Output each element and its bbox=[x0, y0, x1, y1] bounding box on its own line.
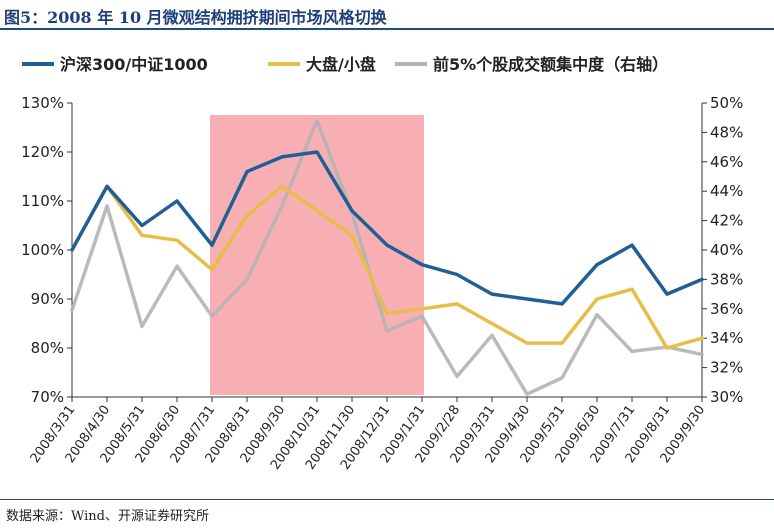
y-right-tick-label: 42% bbox=[710, 212, 743, 230]
y-left-tick-label: 110% bbox=[21, 192, 64, 210]
legend: 沪深300/中证1000 大盘/小盘 前5%个股成交额集中度（右轴） bbox=[22, 55, 668, 74]
y-right-tick-label: 48% bbox=[710, 123, 743, 141]
y-right-tick-label: 32% bbox=[710, 359, 743, 377]
y-left-tick-label: 90% bbox=[31, 290, 64, 308]
chart-title: 图5：2008 年 10 月微观结构拥挤期间市场风格切换 bbox=[4, 8, 387, 27]
y-left-tick-label: 130% bbox=[21, 94, 64, 112]
y-right-tick-label: 50% bbox=[710, 94, 743, 112]
series-line-0 bbox=[70, 150, 704, 306]
y-right-tick-label: 44% bbox=[710, 182, 743, 200]
source-note: 数据来源：Wind、开源证券研究所 bbox=[6, 509, 209, 524]
y-right-tick-label: 38% bbox=[710, 270, 743, 288]
legend-label-0: 沪深300/中证1000 bbox=[60, 55, 208, 74]
y-left-tick-label: 80% bbox=[31, 339, 64, 357]
y-right-tick-label: 34% bbox=[710, 329, 743, 347]
y-right-tick-label: 46% bbox=[710, 153, 743, 171]
series-line-1 bbox=[70, 184, 704, 350]
y-left-tick-label: 100% bbox=[21, 241, 64, 259]
series-line-2 bbox=[70, 118, 704, 396]
y-right-tick-label: 30% bbox=[710, 388, 743, 406]
y-left-tick-label: 70% bbox=[31, 388, 64, 406]
title-divider bbox=[0, 28, 774, 30]
y-left-tick-label: 120% bbox=[21, 143, 64, 161]
line-chart: 70% 80% 90% 100% 110% 120% 130% 30% 32% 34% 36% 38%… bbox=[21, 55, 743, 473]
highlight-band bbox=[210, 115, 424, 395]
legend-label-2: 前5%个股成交额集中度（右轴） bbox=[433, 55, 668, 74]
y-right-tick-label: 36% bbox=[710, 300, 743, 318]
series-layer bbox=[70, 118, 704, 396]
footer-divider bbox=[0, 499, 774, 500]
legend-label-1: 大盘/小盘 bbox=[306, 55, 376, 74]
highlight-band-layer bbox=[210, 115, 424, 395]
y-right-tick-label: 40% bbox=[710, 241, 743, 259]
